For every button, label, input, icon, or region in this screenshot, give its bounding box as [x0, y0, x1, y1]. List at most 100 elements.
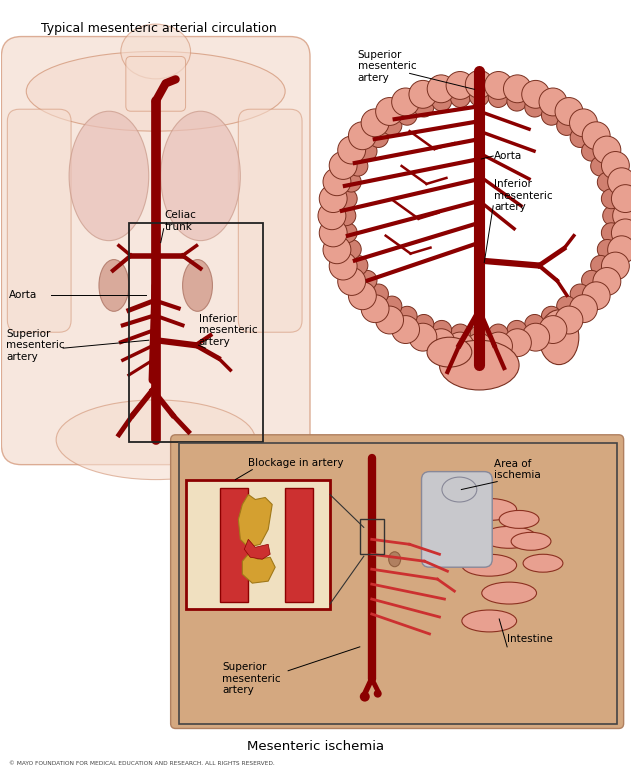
Text: Superior
mesenteric
artery: Superior mesenteric artery	[6, 329, 65, 362]
Circle shape	[570, 284, 590, 304]
Circle shape	[608, 236, 632, 264]
Polygon shape	[245, 540, 270, 559]
Ellipse shape	[99, 260, 129, 312]
Text: Superior
mesenteric
artery: Superior mesenteric artery	[222, 662, 281, 695]
Circle shape	[582, 282, 610, 310]
Circle shape	[555, 306, 583, 334]
Text: Typical mesenteric arterial circulation: Typical mesenteric arterial circulation	[41, 22, 277, 35]
Bar	[360, 519, 384, 554]
Polygon shape	[238, 495, 272, 547]
Circle shape	[489, 87, 508, 107]
Circle shape	[348, 255, 368, 275]
Circle shape	[427, 329, 455, 356]
Ellipse shape	[462, 499, 516, 520]
Text: Blockage in artery: Blockage in artery	[248, 458, 344, 468]
Circle shape	[392, 88, 420, 116]
Text: © MAYO FOUNDATION FOR MEDICAL EDUCATION AND RESEARCH. ALL RIGHTS RESERVED.: © MAYO FOUNDATION FOR MEDICAL EDUCATION …	[9, 761, 275, 766]
Circle shape	[323, 236, 351, 264]
Circle shape	[581, 141, 602, 161]
Polygon shape	[242, 554, 275, 583]
Circle shape	[582, 122, 610, 150]
Circle shape	[489, 324, 508, 344]
Ellipse shape	[56, 400, 255, 479]
Bar	[179, 443, 617, 724]
Text: Mesenteric ischemia: Mesenteric ischemia	[248, 740, 384, 753]
Ellipse shape	[511, 533, 551, 550]
Circle shape	[603, 206, 623, 226]
Circle shape	[542, 306, 561, 326]
Ellipse shape	[389, 552, 401, 567]
Circle shape	[446, 332, 474, 360]
Ellipse shape	[161, 111, 240, 240]
Circle shape	[329, 152, 357, 179]
Circle shape	[507, 321, 527, 340]
Circle shape	[451, 87, 470, 107]
Text: Inferior
mesenteric
artery: Inferior mesenteric artery	[494, 179, 553, 213]
Circle shape	[557, 296, 576, 316]
Circle shape	[611, 185, 632, 213]
Text: Aorta: Aorta	[494, 151, 523, 161]
FancyBboxPatch shape	[186, 479, 330, 609]
Circle shape	[375, 97, 403, 125]
Ellipse shape	[183, 260, 212, 312]
Circle shape	[432, 91, 452, 111]
Circle shape	[329, 252, 357, 280]
Circle shape	[341, 240, 362, 260]
Circle shape	[504, 75, 532, 103]
Ellipse shape	[442, 477, 477, 502]
Ellipse shape	[427, 337, 472, 367]
Ellipse shape	[462, 610, 516, 632]
Text: Superior
mesenteric
artery: Superior mesenteric artery	[358, 49, 416, 83]
Circle shape	[611, 219, 632, 247]
Circle shape	[374, 690, 382, 697]
Circle shape	[522, 323, 550, 351]
Ellipse shape	[523, 554, 563, 572]
Circle shape	[569, 109, 597, 137]
Bar	[285, 488, 313, 602]
Circle shape	[555, 97, 583, 125]
Circle shape	[360, 692, 370, 702]
FancyBboxPatch shape	[1, 36, 310, 465]
Ellipse shape	[482, 526, 537, 548]
Circle shape	[485, 332, 513, 360]
Ellipse shape	[347, 97, 612, 334]
FancyBboxPatch shape	[238, 109, 302, 332]
Circle shape	[348, 282, 376, 310]
Circle shape	[602, 189, 621, 209]
Ellipse shape	[539, 310, 579, 365]
Circle shape	[612, 202, 632, 230]
Circle shape	[557, 115, 576, 135]
Circle shape	[485, 72, 513, 100]
Circle shape	[382, 296, 402, 316]
Circle shape	[597, 172, 617, 192]
Bar	[129, 223, 264, 441]
Circle shape	[361, 109, 389, 137]
Circle shape	[570, 128, 590, 148]
Ellipse shape	[121, 24, 191, 79]
Circle shape	[597, 240, 617, 260]
Circle shape	[337, 267, 365, 295]
FancyBboxPatch shape	[422, 472, 492, 567]
Circle shape	[525, 97, 545, 117]
Ellipse shape	[27, 52, 285, 131]
Ellipse shape	[462, 554, 516, 576]
Circle shape	[318, 202, 346, 230]
Circle shape	[569, 295, 597, 322]
Circle shape	[409, 323, 437, 351]
Circle shape	[375, 306, 403, 334]
Circle shape	[504, 329, 532, 356]
Circle shape	[581, 271, 602, 291]
Text: Area of
ischemia: Area of ischemia	[494, 459, 541, 481]
FancyBboxPatch shape	[171, 434, 624, 728]
Text: Intestine: Intestine	[507, 634, 553, 644]
Ellipse shape	[439, 340, 519, 390]
Circle shape	[432, 321, 452, 340]
Circle shape	[392, 315, 420, 343]
Ellipse shape	[482, 582, 537, 604]
Circle shape	[337, 189, 357, 209]
Circle shape	[361, 295, 389, 322]
Circle shape	[341, 172, 362, 192]
Circle shape	[507, 91, 527, 111]
Circle shape	[348, 122, 376, 150]
Circle shape	[522, 80, 550, 108]
